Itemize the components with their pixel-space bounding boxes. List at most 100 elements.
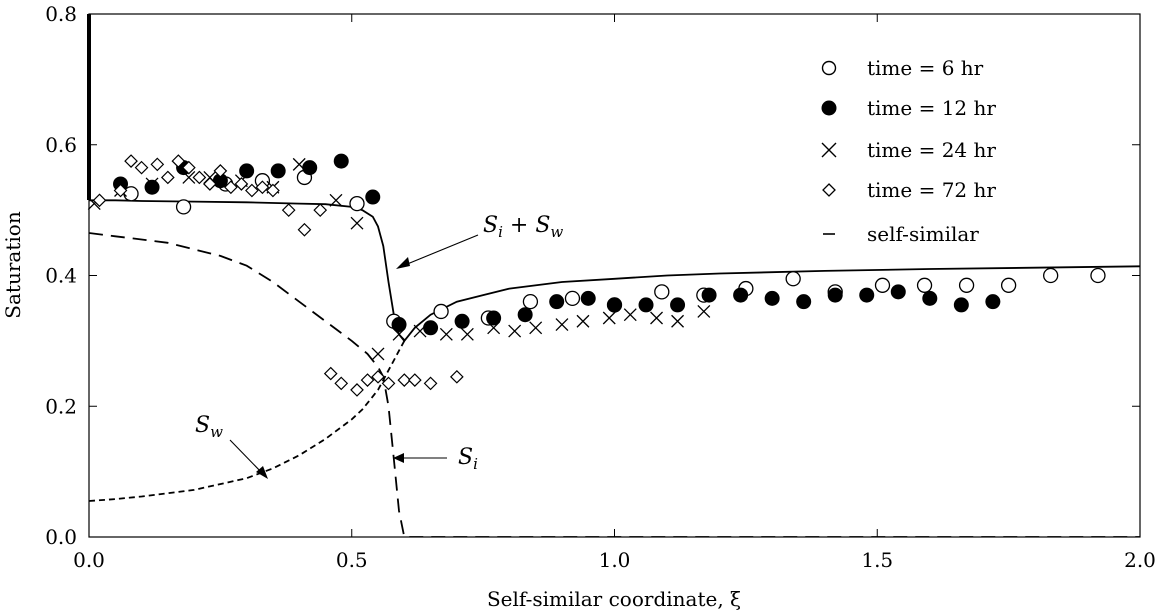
annotation-label-si-plus-sw: Si + Sw xyxy=(483,213,563,241)
curve-s-w xyxy=(89,340,406,502)
legend-label-24hr: time = 24 hr xyxy=(867,138,996,162)
point-72hr xyxy=(124,154,138,168)
x-tick-label: 0.0 xyxy=(73,548,105,572)
y-tick-label: 0.4 xyxy=(45,264,77,288)
point-72hr xyxy=(397,373,412,387)
annotation-label-sw: Sw xyxy=(195,413,223,441)
legend-entry-72hr: time = 72 hr xyxy=(822,178,996,202)
point-12hr xyxy=(549,294,565,310)
markers-layer xyxy=(87,153,1106,397)
plot-frame xyxy=(88,13,1141,538)
point-12hr xyxy=(985,294,1001,310)
legend-entry-24hr: time = 24 hr xyxy=(821,138,996,162)
legend-marker-cross xyxy=(821,142,837,158)
x-axis-title: Self-similar coordinate, ξ xyxy=(487,587,741,611)
y-tick-label: 0.6 xyxy=(45,133,77,157)
point-72hr xyxy=(281,203,296,217)
point-6hr xyxy=(654,284,670,300)
curves-layer xyxy=(89,199,1140,537)
point-6hr xyxy=(1090,267,1106,284)
point-72hr xyxy=(371,369,385,384)
y-tick-label: 0.8 xyxy=(45,2,77,26)
annotation-si-plus-sw: Si + Sw xyxy=(396,213,563,269)
point-12hr xyxy=(391,317,407,333)
x-tick-label: 0.5 xyxy=(336,548,368,572)
point-72hr xyxy=(203,177,217,191)
x-tick-label: 1.0 xyxy=(599,548,631,572)
point-72hr xyxy=(450,369,464,384)
point-6hr xyxy=(564,290,581,307)
legend-label-6hr: time = 6 hr xyxy=(867,56,984,80)
point-6hr xyxy=(522,293,539,310)
point-72hr xyxy=(150,157,165,172)
point-24hr xyxy=(650,311,663,325)
point-6hr xyxy=(433,303,449,320)
point-72hr xyxy=(213,164,228,178)
point-24hr xyxy=(145,177,159,191)
point-6hr xyxy=(916,277,933,293)
legend-marker-diamond xyxy=(822,183,836,197)
point-12hr xyxy=(580,290,596,306)
point-72hr xyxy=(423,376,438,391)
point-12hr xyxy=(607,297,622,313)
curve-s-i xyxy=(89,232,1140,537)
annotation-label-si: Si xyxy=(458,445,478,473)
point-12hr xyxy=(733,287,749,303)
curve-s-i-s-w xyxy=(89,199,1140,343)
point-72hr xyxy=(255,180,270,195)
point-72hr xyxy=(92,193,107,208)
point-72hr xyxy=(171,154,186,168)
point-12hr xyxy=(796,294,812,310)
point-24hr xyxy=(671,314,685,328)
point-6hr xyxy=(874,277,891,293)
point-72hr xyxy=(313,203,328,217)
legend-marker-filled-circle xyxy=(821,100,837,116)
legend-marker-open-circle xyxy=(821,60,837,76)
y-tick-label: 0.0 xyxy=(45,525,77,549)
point-6hr xyxy=(175,199,192,215)
x-tick-label: 2.0 xyxy=(1124,548,1156,572)
point-12hr xyxy=(517,307,533,323)
legend-label-self-similar: self-similar xyxy=(867,222,979,246)
point-12hr xyxy=(764,290,780,306)
point-72hr xyxy=(381,376,396,391)
point-12hr xyxy=(302,160,318,176)
point-24hr xyxy=(413,324,427,338)
point-24hr xyxy=(292,157,306,171)
point-24hr xyxy=(623,308,637,322)
point-72hr xyxy=(113,183,128,198)
y-axis-title: Saturation xyxy=(1,211,25,319)
point-24hr xyxy=(487,321,501,335)
point-24hr xyxy=(576,314,590,328)
point-12hr xyxy=(333,153,349,169)
annotation-arrow-sw xyxy=(229,439,265,476)
point-12hr xyxy=(454,313,470,329)
point-12hr xyxy=(486,310,502,326)
point-12hr xyxy=(270,163,286,179)
x-tick-label: 1.5 xyxy=(861,548,893,572)
legend-entry-6hr: time = 6 hr xyxy=(821,56,984,80)
point-72hr xyxy=(245,183,259,198)
point-12hr xyxy=(365,189,381,205)
annotation-arrowhead xyxy=(396,257,410,269)
annotation-arrow-si-plus-sw xyxy=(399,234,479,268)
point-72hr xyxy=(234,177,249,191)
point-72hr xyxy=(323,366,338,381)
point-72hr xyxy=(407,373,422,387)
annotation-sw: Sw xyxy=(195,413,268,479)
point-6hr xyxy=(958,277,975,293)
point-6hr xyxy=(785,271,801,287)
y-tick-label: 0.2 xyxy=(45,394,77,418)
point-72hr xyxy=(297,222,312,237)
point-24hr xyxy=(602,311,616,325)
point-24hr xyxy=(392,327,406,341)
point-12hr xyxy=(953,297,969,313)
legend: time = 6 hr time = 12 hr time = 24 hr ti… xyxy=(821,56,996,246)
point-6hr xyxy=(1000,277,1017,293)
legend-label-12hr: time = 12 hr xyxy=(867,96,996,120)
point-24hr xyxy=(555,318,569,331)
annotation-si: Si xyxy=(393,445,478,473)
annotation-arrowhead xyxy=(393,453,404,463)
point-24hr xyxy=(529,321,543,335)
